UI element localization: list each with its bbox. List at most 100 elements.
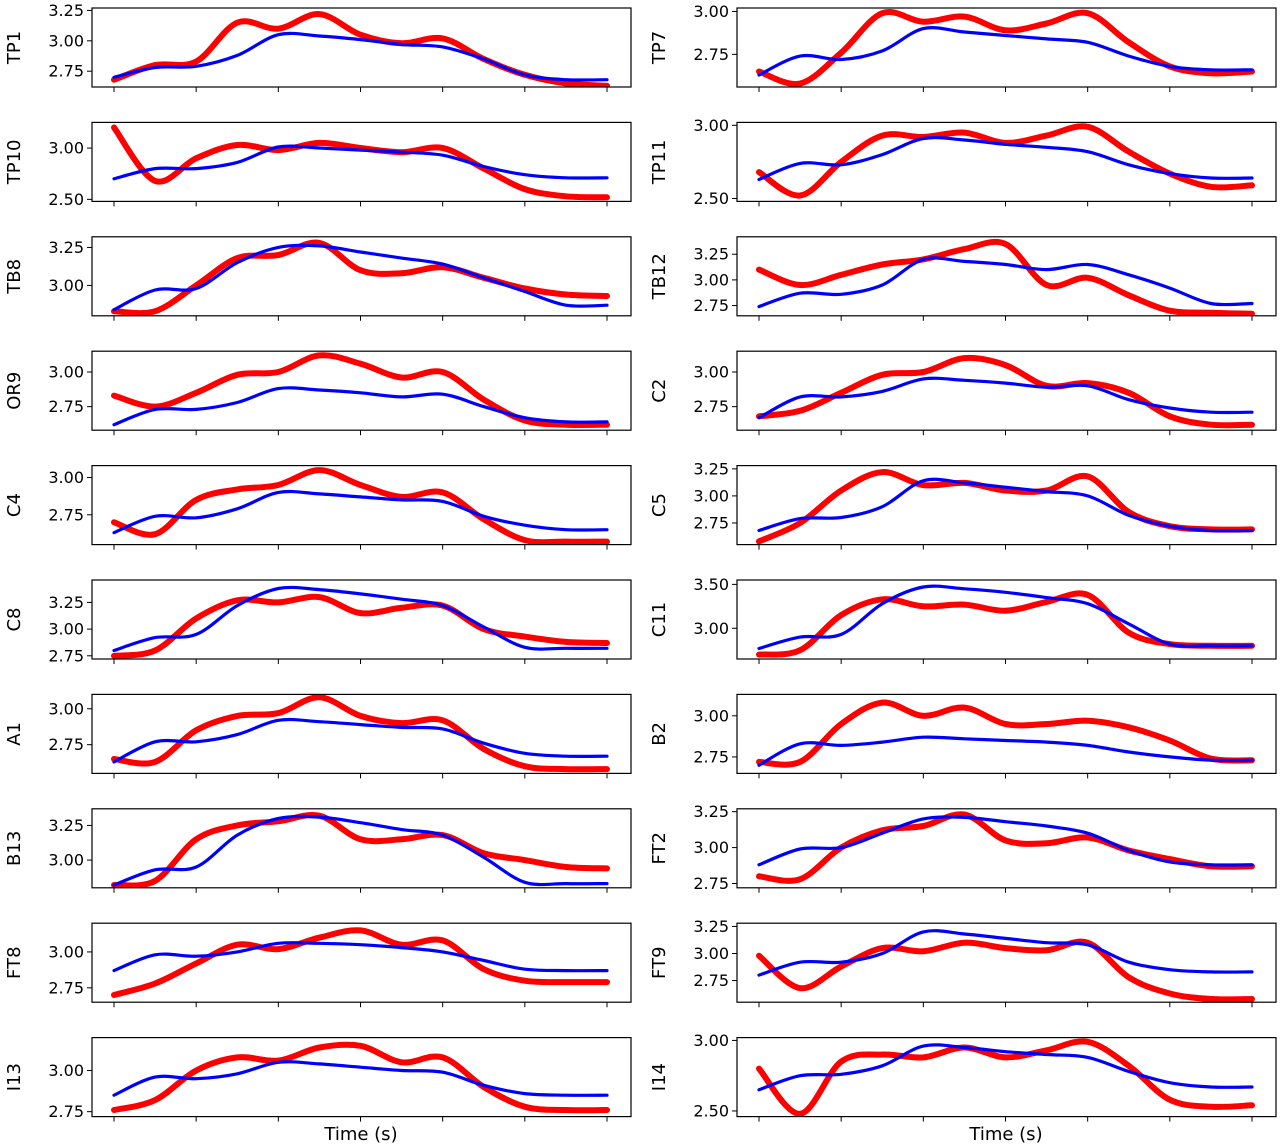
- series-line-predicted: [111, 927, 610, 998]
- y-tick-label: 3.00: [693, 2, 729, 21]
- subplot-or9: 2.75 3.00 OR9: [4, 350, 632, 436]
- y-axis-label: C2: [649, 379, 670, 403]
- series-line-actual: [757, 815, 1254, 867]
- axes-frame: [736, 121, 1277, 203]
- y-axis-label: TP1: [4, 31, 25, 65]
- subplot-b13: 3.00 3.25 B13: [4, 808, 632, 893]
- y-tick-label: 2.75: [693, 747, 729, 766]
- y-axis-label: C4: [4, 493, 25, 517]
- subplot-c2: 2.75 3.00 C2: [649, 350, 1277, 436]
- axes-frame: [91, 1036, 632, 1118]
- y-tick-label: 3.00: [48, 276, 84, 295]
- y-tick-label: 2.75: [693, 296, 729, 315]
- series-line-predicted: [756, 123, 1255, 199]
- series-line-predicted: [756, 938, 1255, 1003]
- subplot-ft8: 2.75 3.00 FT8: [4, 922, 632, 1008]
- subplot-tp10: 2.50 3.00 TP10: [4, 121, 632, 209]
- axes-frame: [736, 350, 1277, 431]
- series-group: [111, 927, 610, 998]
- series-line-actual: [112, 386, 609, 427]
- subplot-c4: 2.75 3.00 C4: [4, 465, 632, 550]
- series-line-predicted: [756, 9, 1255, 87]
- y-axis-label: FT8: [4, 946, 25, 978]
- y-axis-label: FT2: [649, 832, 670, 864]
- axes-frame: [736, 922, 1277, 1003]
- axes-frame: [91, 121, 632, 203]
- series-group: [111, 239, 610, 316]
- y-tick-label: 3.00: [693, 706, 729, 725]
- series-group: [756, 9, 1255, 87]
- series-line-actual: [112, 814, 609, 887]
- y-tick-label: 3.00: [48, 620, 84, 639]
- y-tick-label: 3.25: [48, 238, 84, 257]
- y-tick-label: 3.00: [48, 139, 84, 158]
- y-axis-label: B13: [4, 831, 25, 866]
- series-line-predicted: [111, 694, 610, 773]
- y-tick-label: 2.75: [693, 513, 729, 532]
- series-line-actual: [757, 1043, 1254, 1092]
- y-tick-label: 2.75: [693, 397, 729, 416]
- series-group: [756, 354, 1255, 429]
- y-tick-label: 3.25: [48, 593, 84, 612]
- subplot-ft9: 2.75 3.00 3.25 FT9: [649, 917, 1277, 1008]
- y-tick-label: 3.00: [48, 31, 84, 50]
- y-axis-label: TP7: [649, 31, 670, 65]
- axes-frame: [736, 465, 1277, 546]
- series-line-actual: [757, 584, 1254, 651]
- y-tick-label: 3.25: [693, 245, 729, 264]
- axes-frame: [91, 465, 632, 546]
- subplot-tp7: 2.75 3.00 TP7: [649, 2, 1277, 92]
- series-line-predicted: [111, 467, 610, 545]
- series-line-predicted: [111, 352, 610, 428]
- y-tick-label: 2.75: [693, 971, 729, 990]
- subplot-i14: 2.50 3.00 I14: [649, 1031, 1277, 1122]
- y-tick-label: 2.75: [48, 397, 84, 416]
- y-tick-label: 3.00: [693, 270, 729, 289]
- y-tick-label: 2.75: [48, 1102, 84, 1121]
- series-group: [756, 1038, 1255, 1117]
- series-line-actual: [112, 144, 609, 181]
- series-group: [756, 929, 1255, 1003]
- y-axis-label: OR9: [4, 372, 25, 410]
- y-tick-label: 3.00: [693, 1031, 729, 1050]
- y-tick-label: 3.25: [693, 917, 729, 936]
- series-group: [111, 585, 610, 659]
- series-line-predicted: [756, 354, 1255, 429]
- series-group: [111, 1041, 610, 1114]
- series-line-actual: [757, 735, 1254, 767]
- y-tick-label: 3.00: [48, 942, 84, 961]
- y-tick-label: 2.50: [48, 190, 84, 209]
- y-tick-label: 3.00: [48, 468, 84, 487]
- y-axis-label: TP11: [649, 140, 670, 186]
- series-line-actual: [112, 585, 609, 653]
- series-line-actual: [757, 376, 1254, 420]
- series-group: [111, 124, 610, 201]
- y-tick-label: 3.50: [693, 575, 729, 594]
- axes-frame: [736, 579, 1277, 660]
- y-tick-label: 3.00: [48, 362, 84, 381]
- subplot-c8: 2.75 3.00 3.25 C8: [4, 579, 632, 665]
- y-tick-label: 2.50: [693, 189, 729, 208]
- y-axis-label: I14: [649, 1063, 670, 1091]
- y-axis-label: A1: [4, 722, 25, 746]
- y-tick-label: 3.25: [48, 1, 84, 20]
- series-group: [111, 467, 610, 545]
- series-line-actual: [757, 256, 1254, 309]
- y-tick-label: 3.00: [48, 699, 84, 718]
- subplot-ft2: 2.75 3.00 3.25 FT2: [649, 802, 1277, 893]
- y-tick-label: 2.75: [693, 45, 729, 64]
- series-group: [111, 352, 610, 428]
- subplot-c11: 3.00 3.50 C11: [649, 575, 1277, 664]
- y-tick-label: 3.25: [48, 816, 84, 835]
- subplot-tp11: 2.50 3.00 TP11: [649, 116, 1277, 208]
- series-group: [756, 811, 1255, 884]
- series-line-predicted: [111, 593, 610, 659]
- axes-frame: [91, 350, 632, 431]
- y-axis-label: TB12: [649, 253, 670, 300]
- y-tick-label: 2.75: [693, 874, 729, 893]
- y-axis-label: TB8: [4, 259, 25, 295]
- series-group: [756, 584, 1255, 658]
- axes-frame: [91, 7, 632, 88]
- y-tick-label: 3.25: [693, 459, 729, 478]
- axes-frame: [736, 1036, 1277, 1118]
